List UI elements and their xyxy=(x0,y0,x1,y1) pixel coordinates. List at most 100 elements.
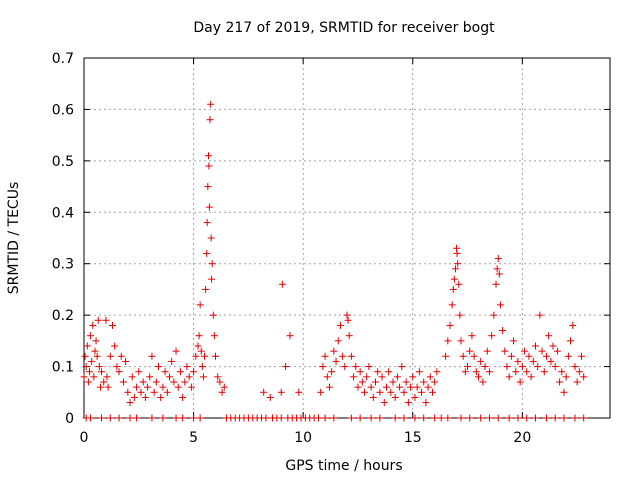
data-point xyxy=(128,373,136,381)
data-point xyxy=(560,388,568,396)
data-point xyxy=(194,342,202,350)
data-point xyxy=(204,183,212,191)
data-point xyxy=(190,414,198,422)
data-point xyxy=(197,347,205,355)
data-point xyxy=(442,352,450,360)
x-tick-label: 0 xyxy=(80,430,89,446)
data-point xyxy=(352,363,360,371)
data-point xyxy=(168,357,176,365)
data-point xyxy=(80,373,88,381)
data-point xyxy=(426,373,434,381)
data-point xyxy=(135,368,143,376)
data-point xyxy=(286,332,294,340)
data-point xyxy=(104,383,112,391)
data-point xyxy=(527,373,535,381)
data-point xyxy=(431,414,439,422)
data-point xyxy=(451,265,459,273)
data-point xyxy=(282,363,290,371)
data-point xyxy=(321,352,329,360)
data-point xyxy=(87,414,95,422)
data-point xyxy=(199,373,207,381)
data-point xyxy=(415,368,423,376)
data-point xyxy=(190,368,198,376)
data-point xyxy=(354,383,362,391)
data-point xyxy=(185,373,193,381)
data-point xyxy=(192,352,200,360)
data-point xyxy=(470,352,478,360)
data-point xyxy=(501,347,509,355)
data-point xyxy=(95,363,103,371)
data-point xyxy=(488,332,496,340)
data-point xyxy=(396,383,404,391)
y-tick-label: 0 xyxy=(65,411,74,427)
data-point xyxy=(262,414,270,422)
data-point xyxy=(356,414,364,422)
data-point xyxy=(510,337,518,345)
data-point xyxy=(363,373,371,381)
x-axis-label: GPS time / hours xyxy=(285,458,402,474)
data-point xyxy=(477,357,485,365)
x-tick-label: 10 xyxy=(294,430,312,446)
plot-frame xyxy=(83,57,611,419)
data-point xyxy=(545,332,553,340)
data-point xyxy=(115,414,123,422)
data-point xyxy=(325,383,333,391)
x-tick-label: 5 xyxy=(189,430,198,446)
data-point xyxy=(330,414,338,422)
data-point xyxy=(218,388,226,396)
data-point xyxy=(514,357,522,365)
data-point xyxy=(514,414,522,422)
data-point xyxy=(499,327,507,335)
data-point xyxy=(87,332,95,340)
data-point xyxy=(347,414,355,422)
data-point xyxy=(536,311,544,319)
data-point xyxy=(571,363,579,371)
data-point xyxy=(113,363,121,371)
data-point xyxy=(512,368,520,376)
data-point xyxy=(96,383,104,391)
data-point xyxy=(122,357,130,365)
data-point xyxy=(165,373,173,381)
data-point xyxy=(195,332,203,340)
data-point xyxy=(209,311,217,319)
data-point xyxy=(278,280,286,288)
data-point xyxy=(449,285,457,293)
data-point xyxy=(542,414,550,422)
data-point xyxy=(523,368,531,376)
data-point xyxy=(369,393,377,401)
data-point xyxy=(551,414,559,422)
data-point xyxy=(170,378,178,386)
data-points xyxy=(80,100,588,422)
data-point xyxy=(525,352,533,360)
data-point xyxy=(179,414,187,422)
data-point xyxy=(571,414,579,422)
data-point xyxy=(400,388,408,396)
chart-title: Day 217 of 2019, SRMTID for receiver bog… xyxy=(193,20,495,36)
data-point xyxy=(341,363,349,371)
data-point xyxy=(553,347,561,355)
data-point xyxy=(450,275,458,283)
data-point xyxy=(210,332,218,340)
data-point xyxy=(551,363,559,371)
data-point xyxy=(493,265,501,273)
data-point xyxy=(580,414,588,422)
data-point xyxy=(98,368,106,376)
y-tick-label: 0.7 xyxy=(52,51,74,67)
data-point xyxy=(181,378,189,386)
data-point xyxy=(547,357,555,365)
data-point xyxy=(146,373,154,381)
data-point xyxy=(124,388,132,396)
data-point xyxy=(389,378,397,386)
data-point xyxy=(455,280,463,288)
data-point xyxy=(339,352,347,360)
data-point xyxy=(203,219,211,227)
data-point xyxy=(523,414,531,422)
data-point xyxy=(117,352,125,360)
data-point xyxy=(495,270,503,278)
data-point xyxy=(204,152,212,160)
data-point xyxy=(529,357,537,365)
x-tick-label: 15 xyxy=(404,430,422,446)
data-point xyxy=(111,342,119,350)
data-point xyxy=(343,311,351,319)
data-point xyxy=(345,332,353,340)
